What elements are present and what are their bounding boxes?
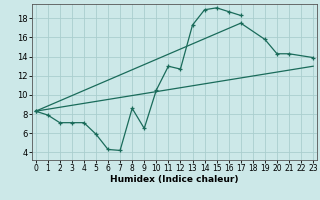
X-axis label: Humidex (Indice chaleur): Humidex (Indice chaleur)	[110, 175, 239, 184]
